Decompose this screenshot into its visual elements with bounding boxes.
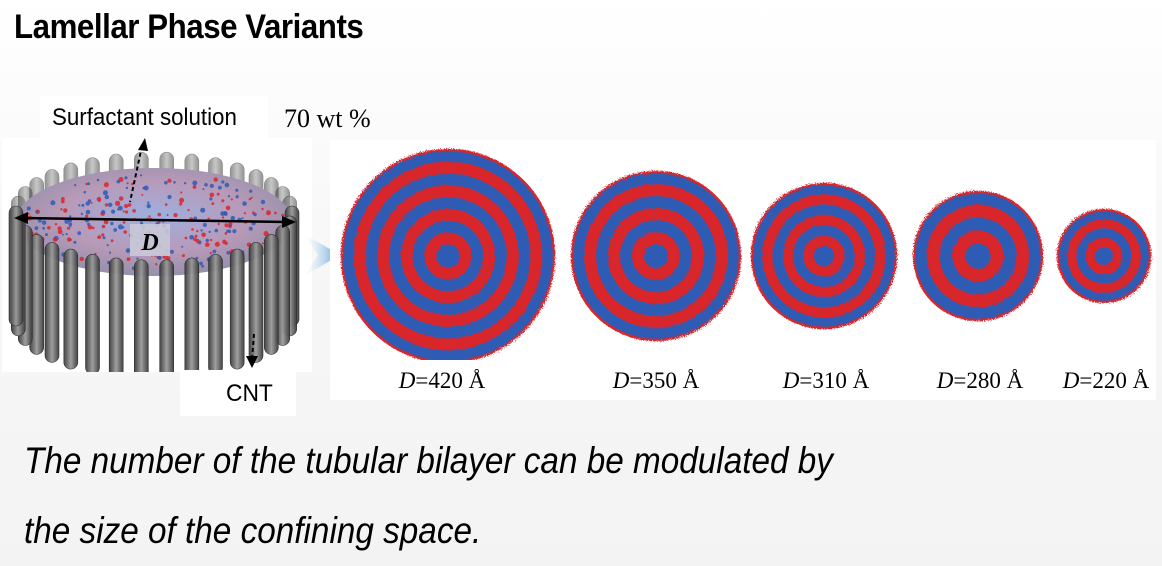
diameter-symbol-2: D (612, 368, 630, 393)
cross-section-label-3: D=310 Å (783, 368, 869, 394)
cross-section-5 (1056, 208, 1152, 304)
diameter-value-3: =310 Å (799, 368, 870, 393)
diameter-symbol: D (140, 230, 158, 256)
cnt-schematic: D (2, 138, 312, 381)
diameter-value-1: =420 Å (415, 368, 486, 393)
diameter-symbol-5: D (1062, 368, 1080, 393)
cross-section-label-5: D=220 Å (1063, 368, 1149, 394)
surfactant-fluid-surface (16, 168, 292, 276)
diameter-value-4: =280 Å (953, 368, 1024, 393)
cross-section-panel: D=420 Å D=350 Å D=310 Å D=280 Å D=220 Å (330, 140, 1156, 400)
cross-section-4 (912, 190, 1044, 322)
surfactant-solution-label: Surfactant solution (40, 96, 268, 138)
diameter-label-box (130, 224, 170, 256)
caption-line-2: the size of the confining space. (24, 510, 482, 551)
diameter-value-5: =220 Å (1079, 368, 1150, 393)
cross-section-label-1: D=420 Å (399, 368, 485, 394)
flow-arrow-icon (304, 234, 340, 276)
diameter-arrow (14, 212, 296, 228)
cnt-pointer-arrow (246, 333, 258, 368)
surfactant-solution-text: Surfactant solution (52, 104, 237, 131)
diameter-value-2: =350 Å (629, 368, 700, 393)
surfactant-pointer-arrow (129, 138, 148, 203)
cross-section-label-2: D=350 Å (613, 368, 699, 394)
diameter-symbol-3: D (782, 368, 800, 393)
cross-section-label-4: D=280 Å (937, 368, 1023, 394)
cross-section-1 (340, 148, 556, 360)
caption-line-1: The number of the tubular bilayer can be… (24, 440, 833, 481)
cross-section-3 (750, 182, 898, 330)
cnt-schematic-graphic: D (8, 138, 300, 381)
diameter-symbol-1: D (398, 368, 416, 393)
diameter-symbol-4: D (936, 368, 954, 393)
cross-section-graphics (340, 148, 1152, 360)
cross-section-2 (570, 170, 742, 342)
cnt-front-wall (8, 205, 300, 381)
cnt-label: CNT (180, 370, 296, 416)
concentration-label: 70 wt % (284, 104, 371, 133)
page-title: Lamellar Phase Variants (14, 8, 364, 46)
cnt-label-text: CNT (226, 380, 273, 407)
